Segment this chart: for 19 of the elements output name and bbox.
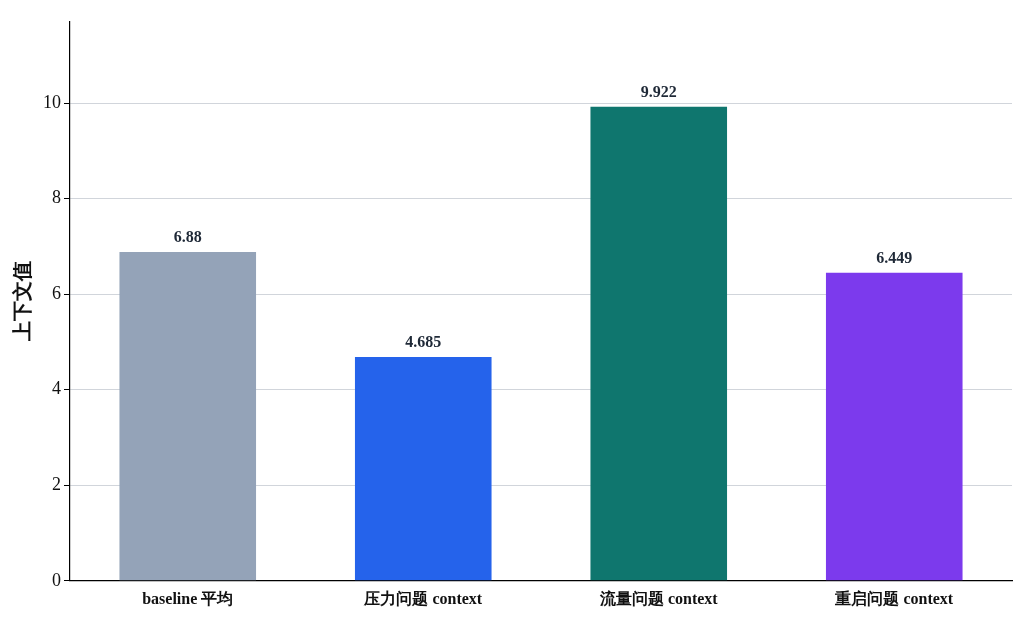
y-axis-title: 上下文值	[11, 261, 34, 343]
data-label: 6.88	[173, 228, 202, 246]
y-tick-label: 6	[52, 282, 61, 303]
bar	[354, 356, 492, 581]
x-tick-label: 重启问题 context	[834, 588, 954, 607]
y-tick-label: 4	[52, 378, 61, 399]
x-tick-label: baseline 平均	[142, 589, 234, 607]
data-label: 9.922	[640, 82, 677, 100]
y-tick-label: 0	[52, 569, 61, 590]
y-tick-label: 8	[52, 187, 61, 208]
bar	[825, 272, 963, 581]
bar	[590, 106, 728, 581]
bar	[119, 252, 257, 581]
x-tick-label: 压力问题 context	[363, 589, 483, 607]
y-tick-label: 2	[52, 473, 61, 494]
data-label: 6.449	[876, 248, 913, 266]
y-tick-label: 10	[43, 91, 61, 112]
data-label: 4.685	[405, 333, 442, 351]
x-tick-label: 流量问题 context	[598, 588, 719, 607]
